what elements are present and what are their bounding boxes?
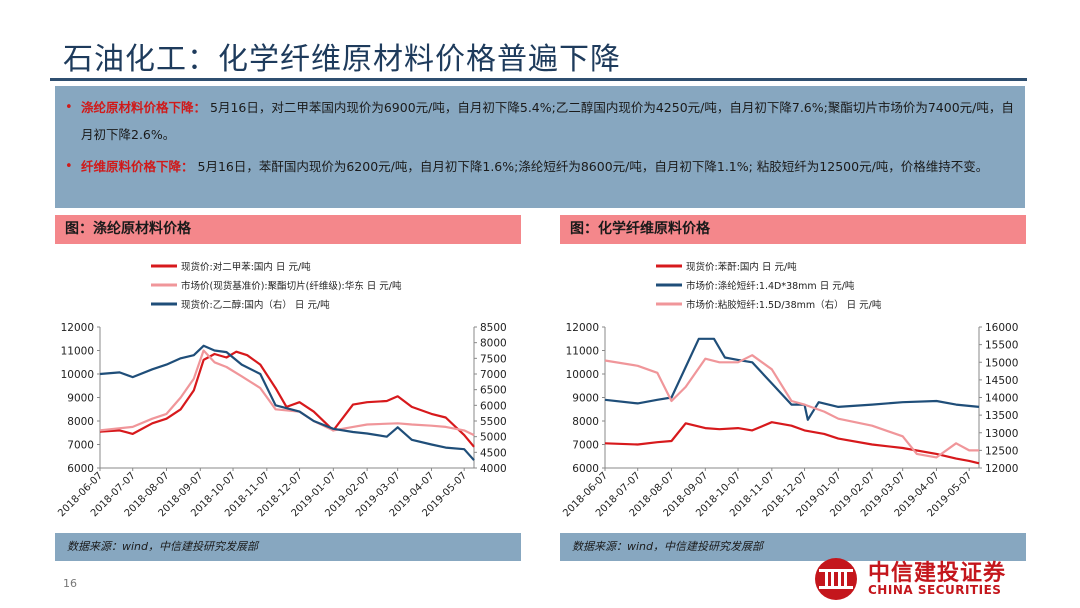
summary-heading: 涤纶原材料价格下降： (81, 100, 207, 115)
legend-label: 市场价:粘胶短纤:1.5D/38mm（右） 日 元/吨 (686, 299, 882, 311)
y-tick-label-right: 4500 (480, 447, 507, 459)
y-tick-label-left: 7000 (572, 440, 599, 452)
y-tick-label-right: 12000 (985, 463, 1018, 475)
logo-text-cn: 中信建投证券 (868, 561, 1007, 586)
bullet-icon: • (65, 159, 73, 174)
bullet-icon: • (65, 100, 73, 115)
summary-item: • 纤维原料价格下降： 5月16日，苯酐国内现价为6200元/吨，自月初下降1.… (65, 153, 1017, 180)
y-tick-label-left: 11000 (566, 346, 599, 358)
y-tick-label-right: 7000 (480, 369, 507, 381)
y-tick-label-left: 9000 (67, 393, 94, 405)
y-tick-label-right: 14500 (985, 375, 1018, 387)
y-tick-label-left: 6000 (572, 463, 599, 475)
y-tick-label-left: 10000 (61, 369, 94, 381)
china-securities-logo: 中信建投证券 CHINA SECURITIES (812, 555, 1042, 603)
y-tick-label-left: 12000 (61, 322, 94, 334)
y-tick-label-left: 11000 (61, 346, 94, 358)
series-line-2 (604, 337, 980, 421)
summary-heading: 纤维原料价格下降： (81, 159, 194, 174)
y-tick-label-left: 12000 (566, 322, 599, 334)
y-tick-label-right: 14000 (985, 393, 1018, 405)
chart-panel-polyester: 图：涤纶原材料价格 现货价:对二甲苯:国内 日 元/吨市场价(现货基准价):聚酯… (55, 215, 521, 561)
y-tick-label-left: 10000 (566, 369, 599, 381)
logo-text-en: CHINA SECURITIES (868, 583, 1002, 597)
y-tick-label-right: 4000 (480, 463, 507, 475)
chart-source: 数据来源：wind，中信建投研究发展部 (55, 533, 521, 561)
y-tick-label-right: 5500 (480, 416, 507, 428)
legend-label: 市场价:涤纶短纤:1.4D*38mm 日 元/吨 (686, 280, 855, 292)
y-tick-label-right: 16000 (985, 322, 1018, 334)
series-line-1 (99, 350, 475, 448)
series-line-3 (604, 354, 979, 459)
legend-label: 现货价:乙二醇:国内（右） 日 元/吨 (181, 299, 330, 311)
y-tick-label-right: 13500 (985, 410, 1018, 422)
y-tick-label-right: 15000 (985, 357, 1018, 369)
page-title: 石油化工：化学纤维原材料价格普遍下降 (63, 42, 621, 77)
y-tick-label-right: 6000 (480, 400, 507, 412)
y-tick-label-right: 13000 (985, 428, 1018, 440)
summary-box: • 涤纶原材料价格下降： 5月16日，对二甲苯国内现价为6900元/吨，自月初下… (55, 86, 1025, 208)
y-tick-label-right: 6500 (480, 385, 507, 397)
series-line-1 (604, 421, 980, 465)
y-tick-label-left: 8000 (572, 416, 599, 428)
y-tick-label-left: 6000 (67, 463, 94, 475)
chart-source: 数据来源：wind，中信建投研究发展部 (560, 533, 1026, 561)
y-tick-label-right: 15500 (985, 340, 1018, 352)
chart-polyester-materials: 现货价:对二甲苯:国内 日 元/吨市场价(现货基准价):聚酯切片(纤维级):华东… (56, 261, 507, 519)
y-tick-label-left: 7000 (67, 440, 94, 452)
summary-text: 5月16日，苯酐国内现价为6200元/吨，自月初下降1.6%;涤纶短纤为8600… (193, 159, 989, 174)
chart-panel-title: 图：化学纤维原料价格 (560, 215, 1026, 244)
series-line-3 (99, 344, 475, 461)
title-divider (50, 78, 1027, 81)
chart-panel-fiber: 图：化学纤维原料价格 现货价:苯酐:国内 日 元/吨市场价:涤纶短纤:1.4D*… (560, 215, 1026, 561)
series-line-2 (99, 349, 475, 437)
summary-item: • 涤纶原材料价格下降： 5月16日，对二甲苯国内现价为6900元/吨，自月初下… (65, 94, 1017, 148)
logo-icon (815, 558, 857, 600)
y-tick-label-right: 12500 (985, 445, 1018, 457)
page-number: 16 (63, 577, 77, 590)
legend-label: 市场价(现货基准价):聚酯切片(纤维级):华东 日 元/吨 (181, 280, 402, 292)
y-tick-label-right: 8500 (480, 322, 507, 334)
legend-label: 现货价:对二甲苯:国内 日 元/吨 (181, 261, 311, 273)
y-tick-label-right: 5000 (480, 432, 507, 444)
legend-label: 现货价:苯酐:国内 日 元/吨 (686, 261, 797, 273)
chart-panel-title: 图：涤纶原材料价格 (55, 215, 521, 244)
summary-text: 5月16日，对二甲苯国内现价为6900元/吨，自月初下降5.4%;乙二醇国内现价… (81, 100, 1014, 142)
y-tick-label-left: 8000 (67, 416, 94, 428)
y-tick-label-right: 8000 (480, 338, 507, 350)
y-tick-label-right: 7500 (480, 353, 507, 365)
y-tick-label-left: 9000 (572, 393, 599, 405)
